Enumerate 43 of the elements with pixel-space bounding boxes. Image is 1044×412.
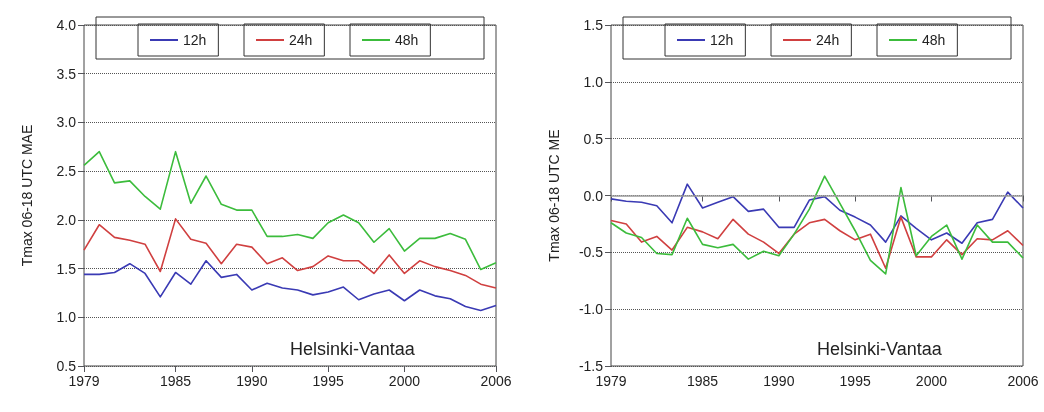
line-series bbox=[83, 218, 497, 289]
legend-label: 12h bbox=[710, 32, 734, 48]
y-tick-label: 2.0 bbox=[56, 211, 77, 228]
x-tick-label: 2000 bbox=[388, 373, 421, 389]
y-tick-label: 0.5 bbox=[56, 358, 77, 374]
legend-label: 24h bbox=[289, 32, 313, 48]
y-tick-label: 1.5 bbox=[583, 17, 604, 33]
x-tick-label: 1979 bbox=[68, 373, 100, 389]
y-tick-label: 0.5 bbox=[583, 130, 604, 147]
line-series bbox=[83, 150, 497, 271]
y-tick-label: -1.5 bbox=[578, 358, 604, 374]
line-series bbox=[83, 259, 497, 312]
y-tick-label: 3.5 bbox=[56, 65, 77, 82]
annotation: Helsinki-Vantaa bbox=[817, 339, 943, 359]
y-tick-label: 1.5 bbox=[56, 260, 77, 277]
y-tick-label: 0.0 bbox=[583, 187, 604, 204]
y-tick-label: 2.5 bbox=[56, 163, 77, 180]
y-tick-label: 1.0 bbox=[56, 309, 77, 326]
y-tick-label: 1.0 bbox=[583, 73, 604, 90]
x-tick-label: 1995 bbox=[839, 373, 871, 389]
x-tick-label: 1990 bbox=[236, 373, 268, 389]
x-tick-label: 1995 bbox=[312, 373, 344, 389]
line-series bbox=[610, 183, 1024, 245]
line-series bbox=[610, 175, 1024, 275]
x-tick-label: 2006 bbox=[480, 373, 512, 389]
annotation: Helsinki-Vantaa bbox=[290, 339, 416, 359]
legend-label: 48h bbox=[395, 32, 419, 48]
y-tick-label: 4.0 bbox=[56, 17, 77, 33]
y-tick-label: -1.0 bbox=[578, 301, 604, 318]
y-tick-label: -0.5 bbox=[578, 244, 604, 261]
y-axis-title: Tmax 06-18 UTC MAE bbox=[19, 124, 35, 267]
x-tick-label: 1979 bbox=[595, 373, 627, 389]
x-tick-label: 2006 bbox=[1007, 373, 1039, 389]
x-tick-label: 1990 bbox=[763, 373, 795, 389]
x-tick-label: 1985 bbox=[159, 373, 192, 389]
y-axis-title: Tmax 06-18 UTC ME bbox=[546, 129, 562, 262]
line-series bbox=[610, 216, 1024, 270]
legend-label: 48h bbox=[922, 32, 946, 48]
legend-label: 24h bbox=[816, 32, 840, 48]
x-tick-label: 1985 bbox=[686, 373, 719, 389]
legend-label: 12h bbox=[183, 32, 207, 48]
y-tick-label: 3.0 bbox=[56, 114, 77, 131]
x-tick-label: 2000 bbox=[915, 373, 948, 389]
